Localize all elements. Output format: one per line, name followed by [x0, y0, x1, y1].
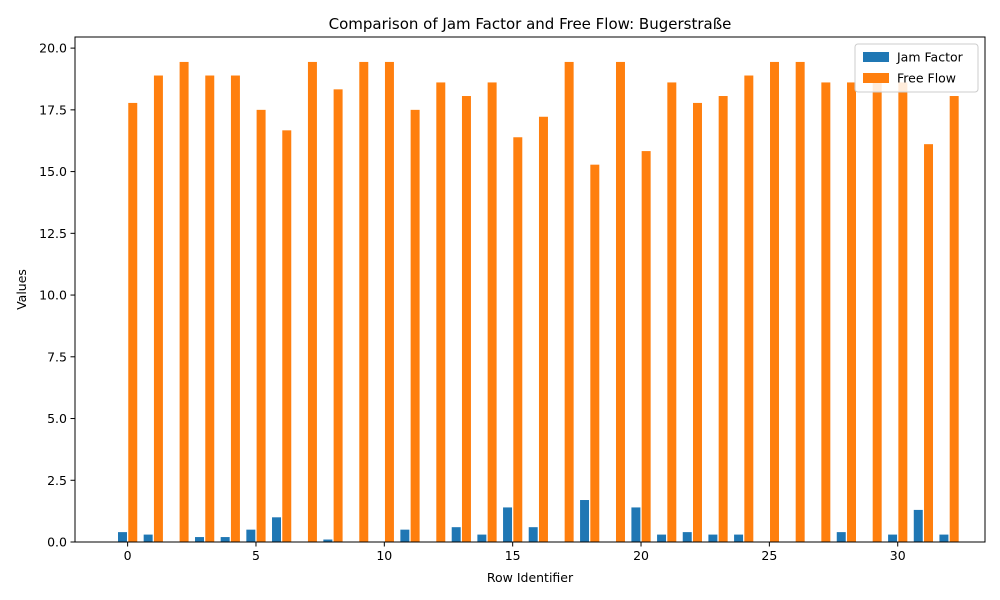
bar-jam-factor-4: [220, 537, 230, 542]
y-tick-label: 7.5: [47, 349, 67, 364]
bar-jam-factor-31: [913, 509, 923, 542]
bar-jam-factor-15: [503, 507, 513, 542]
bar-free-flow-32: [949, 96, 959, 543]
bar-jam-factor-30: [888, 534, 898, 542]
legend-label-jam-factor: Jam Factor: [896, 50, 964, 65]
bar-jam-factor-11: [400, 529, 410, 542]
bar-free-flow-19: [615, 61, 625, 542]
y-axis: 0.0 2.5 5.0 7.5 10.0 12.5 15.0 17.5 20.0: [39, 41, 75, 550]
bar-jam-factor-0: [118, 532, 127, 542]
bar-free-flow-21: [667, 82, 677, 542]
bar-jam-factor-1: [143, 534, 153, 542]
bar-free-flow-23: [718, 96, 728, 543]
bar-free-flow-3: [205, 75, 215, 543]
plot-frame: [74, 36, 986, 543]
bar-free-flow-24: [744, 75, 754, 543]
bar-free-flow-25: [770, 61, 779, 542]
bar-free-flow-12: [436, 82, 446, 542]
bar-free-flow-7: [307, 61, 317, 542]
legend-swatch-free-flow: [863, 73, 889, 83]
bar-free-flow-14: [487, 82, 497, 542]
bar-free-flow-16: [538, 116, 548, 542]
bar-jam-factor-21: [657, 534, 667, 542]
bar-free-flow-31: [924, 144, 934, 543]
x-axis: 0 5 10 15 20 25 30: [124, 542, 906, 563]
bar-free-flow-5: [256, 109, 266, 542]
x-tick-label: 25: [761, 548, 777, 563]
bar-free-flow-8: [333, 89, 343, 542]
x-axis-label: Row Identifier: [487, 570, 574, 585]
bar-free-flow-30: [898, 82, 908, 542]
bar-free-flow-0: [128, 102, 138, 543]
bar-free-flow-11: [410, 109, 420, 542]
bar-free-flow-29: [872, 82, 882, 542]
bar-jam-factor-24: [734, 534, 744, 542]
bar-jam-factor-18: [580, 500, 590, 542]
bar-jam-factor-28: [836, 532, 846, 542]
y-tick-label: 2.5: [47, 473, 67, 488]
bar-free-flow-13: [461, 96, 471, 543]
bar-jam-factor-20: [631, 507, 641, 542]
bar-free-flow-18: [590, 164, 600, 543]
bar-free-flow-15: [513, 137, 523, 542]
bar-free-flow-28: [847, 82, 856, 542]
y-axis-label: Values: [14, 269, 29, 310]
bar-free-flow-10: [384, 61, 394, 542]
legend: Jam Factor Free Flow: [854, 43, 979, 93]
bar-free-flow-9: [359, 61, 369, 542]
bar-free-flow-27: [821, 82, 831, 542]
x-tick-label: 0: [124, 548, 132, 563]
x-tick-label: 10: [376, 548, 392, 563]
bar-free-flow-1: [153, 75, 163, 543]
y-tick-label: 20.0: [39, 41, 67, 56]
bar-free-flow-4: [230, 75, 240, 543]
bar-free-flow-22: [693, 102, 702, 543]
bar-jam-factor-23: [708, 534, 718, 542]
bar-free-flow-2: [179, 61, 189, 542]
bar-free-flow-6: [282, 130, 292, 542]
x-tick-label: 5: [252, 548, 260, 563]
bar-jam-factor-22: [682, 532, 692, 542]
bar-jam-factor-13: [451, 527, 461, 542]
bar-jam-factor-3: [195, 537, 204, 542]
x-tick-label: 30: [890, 548, 906, 563]
y-tick-label: 15.0: [39, 164, 67, 179]
y-tick-label: 12.5: [39, 226, 67, 241]
bar-free-flow-20: [641, 151, 651, 542]
bar-free-flow-17: [564, 61, 574, 542]
bar-jam-factor-6: [272, 517, 281, 542]
chart-title: Comparison of Jam Factor and Free Flow: …: [329, 15, 732, 33]
legend-label-free-flow: Free Flow: [897, 71, 956, 86]
x-tick-label: 15: [505, 548, 521, 563]
legend-swatch-jam-factor: [863, 52, 889, 62]
y-tick-label: 5.0: [47, 411, 67, 426]
y-tick-label: 0.0: [47, 535, 67, 550]
bar-jam-factor-16: [528, 527, 538, 542]
bars-group: [118, 61, 959, 543]
y-tick-label: 17.5: [39, 102, 67, 117]
bar-free-flow-26: [795, 61, 805, 542]
bar-jam-factor-32: [939, 534, 949, 542]
bar-jam-factor-8: [323, 539, 333, 542]
bar-jam-factor-5: [246, 529, 256, 542]
bar-jam-factor-14: [477, 534, 487, 542]
x-tick-label: 20: [633, 548, 649, 563]
y-tick-label: 10.0: [39, 288, 67, 303]
